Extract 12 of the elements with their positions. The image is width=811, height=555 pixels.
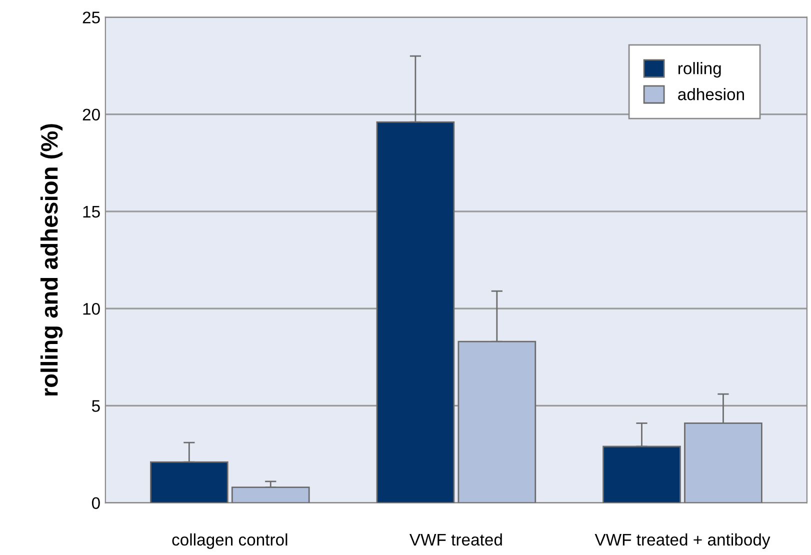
y-tick-label: 10 <box>83 302 100 315</box>
legend-label: rolling <box>678 62 721 78</box>
legend-label: adhesion <box>678 88 744 100</box>
y-tick-label: 15 <box>83 206 100 218</box>
y-axis-title: rolling and adhesion (%) <box>40 124 63 396</box>
x-tick-label: VWF treated <box>409 533 502 546</box>
y-tick-label: 25 <box>82 12 100 24</box>
y-tick-label: 20 <box>82 108 100 121</box>
y-tick-label: 0 <box>92 497 100 510</box>
y-tick-label: 5 <box>92 400 100 412</box>
x-tick-label: collagen control <box>172 533 288 549</box>
x-tick-label: VWF treated + antibody <box>594 533 770 549</box>
